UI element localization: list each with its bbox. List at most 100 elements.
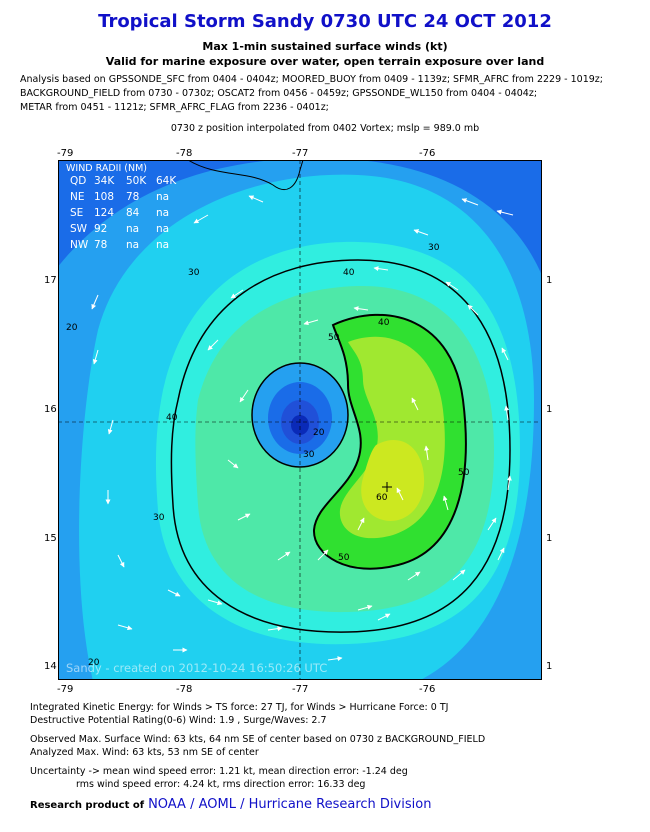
wind-vector-arrow xyxy=(487,517,497,531)
x-tick-label: -78 xyxy=(176,148,193,159)
x-tick-label: -77 xyxy=(292,684,309,695)
wind-vector-arrow xyxy=(277,551,291,561)
y-tick-label-right: 1 xyxy=(546,533,553,544)
contour-band-60 xyxy=(361,439,425,521)
x-tick-label: -78 xyxy=(176,684,193,695)
wind-vector-arrow xyxy=(237,513,251,521)
chart-title: Tropical Storm Sandy 0730 UTC 24 OCT 201… xyxy=(98,11,552,32)
wind-vector-arrow xyxy=(467,304,479,316)
contour-label: 40 xyxy=(378,318,390,328)
wind-radii-header: QD xyxy=(70,175,86,187)
wind-field-map: 20 30 30 40 40 40 50 50 50 60 20 30 30 20 WIND RADII … xyxy=(58,160,542,680)
wind-vector-arrow xyxy=(396,487,404,501)
x-tick-label: -76 xyxy=(419,148,436,159)
wind-vector-arrow xyxy=(413,229,429,236)
wind-vector-arrow xyxy=(303,319,319,326)
wind-vector-arrow xyxy=(117,624,133,631)
y-tick-label: 14 xyxy=(44,661,57,672)
rms-error-text: rms wind speed error: 4.24 kt, rms direc… xyxy=(76,779,366,790)
wind-radii-cell: na xyxy=(156,223,169,235)
analysis-line: METAR from 0451 - 1121z; SFMR_AFRC_FLAG … xyxy=(20,102,329,113)
wind-vector-arrow xyxy=(207,599,223,606)
y-tick-label-right: 1 xyxy=(546,661,553,672)
wind-radii-header: 50K xyxy=(126,175,147,187)
x-tick-label: -77 xyxy=(292,148,309,159)
y-tick-label-right: 1 xyxy=(546,275,553,286)
wind-vector-arrow xyxy=(496,209,514,216)
ike-text: Integrated Kinetic Energy: for Winds > T… xyxy=(30,702,449,713)
y-tick-label: 16 xyxy=(44,404,57,415)
analysis-line: BACKGROUND_FIELD from 0730 - 0730z; OSCA… xyxy=(20,88,538,99)
wind-radii-table: WIND RADII (NM) QD 34K 50K 64K NE 108 78… xyxy=(66,163,177,251)
wind-vector-arrow xyxy=(373,266,389,272)
wind-vector-arrow xyxy=(193,214,209,224)
wind-vector-arrow xyxy=(501,347,509,361)
wind-vector-arrow xyxy=(239,389,249,403)
wind-radii-cell: na xyxy=(126,223,139,235)
y-tick-label: 15 xyxy=(44,533,57,544)
wind-vector-arrow xyxy=(207,339,219,351)
wind-radii-header: 64K xyxy=(156,175,177,187)
wind-vector-arrow xyxy=(497,547,505,561)
wind-vector-arrow xyxy=(317,549,329,561)
contour-label: 20 xyxy=(88,658,100,668)
contour-50kt-line xyxy=(312,313,467,570)
wind-radii-cell: SW xyxy=(70,223,88,235)
x-tick-label: -76 xyxy=(419,684,436,695)
wind-vector-arrow xyxy=(407,571,421,581)
x-tick-label: -79 xyxy=(57,684,74,695)
wind-vector-arrow xyxy=(92,349,99,365)
map-frame xyxy=(58,160,542,680)
contour-label: 50 xyxy=(328,333,340,343)
contour-label: 50 xyxy=(458,468,470,478)
wind-vector-arrow xyxy=(91,294,99,310)
org-name: NOAA / AOML / Hurricane Research Divisio… xyxy=(148,797,432,812)
storm-center xyxy=(291,415,309,435)
contour-34kt-line xyxy=(170,259,511,633)
wind-vector-arrow xyxy=(452,569,466,581)
y-tick-label-right: 1 xyxy=(546,404,553,415)
position-note: 0730 z position interpolated from 0402 V… xyxy=(170,123,480,134)
wind-vector-arrow xyxy=(377,613,391,621)
wind-radii-cell: 78 xyxy=(126,191,139,203)
wind-radii-cell: na xyxy=(156,191,169,203)
wind-vector-arrow xyxy=(506,475,512,491)
wind-vector-arrow xyxy=(230,289,244,299)
wind-radii-cell: NW xyxy=(70,239,89,251)
wind-vector-arrow xyxy=(461,198,479,206)
contour-label: 30 xyxy=(303,450,315,460)
wind-radii-cell: 92 xyxy=(94,223,107,235)
research-credit: Research product of NOAA / AOML / Hurrica… xyxy=(30,797,431,812)
contour-label: 30 xyxy=(428,243,440,253)
contour-label: 50 xyxy=(338,553,350,563)
wind-vector-arrow xyxy=(353,306,369,312)
wind-vector-arrow xyxy=(117,554,125,568)
wind-vector-arrow xyxy=(227,459,239,469)
wind-radii-cell: 124 xyxy=(94,207,114,219)
wind-radii-cell: na xyxy=(126,239,139,251)
uncertainty-text: Uncertainty -> mean wind speed error: 1.… xyxy=(30,766,408,777)
wind-radii-cell: 84 xyxy=(126,207,140,219)
wind-vectors xyxy=(91,195,514,662)
contour-label: 40 xyxy=(343,268,355,278)
wind-vector-arrow xyxy=(267,626,283,632)
chart-subtitle-exposure: Valid for marine exposure over water, op… xyxy=(105,55,545,68)
wind-vector-arrow xyxy=(357,517,365,531)
wind-vector-arrow xyxy=(327,656,343,662)
wind-radii-cell: 108 xyxy=(94,191,114,203)
dpr-text: Destructive Potential Rating(0-6) Wind: … xyxy=(30,715,327,726)
wind-vector-arrow xyxy=(248,195,264,203)
analyzed-max-text: Analyzed Max. Wind: 63 kts, 53 nm SE of … xyxy=(30,747,259,758)
contour-label: 40 xyxy=(166,413,178,423)
wind-radii-cell: 78 xyxy=(94,239,107,251)
contour-label: 20 xyxy=(313,428,325,438)
contour-label: 20 xyxy=(66,323,78,333)
max-wind-marker xyxy=(382,482,392,492)
analysis-sources: Analysis based on GPSSONDE_SFC from 0404… xyxy=(20,73,645,115)
wind-vector-arrow xyxy=(445,281,459,291)
chart-subtitle: Max 1-min sustained surface winds (kt) xyxy=(202,40,448,53)
wind-radii-header: 34K xyxy=(94,175,115,187)
y-tick-label: 17 xyxy=(44,275,57,286)
wind-vector-arrow xyxy=(411,397,419,411)
wind-vector-arrow xyxy=(167,589,181,597)
